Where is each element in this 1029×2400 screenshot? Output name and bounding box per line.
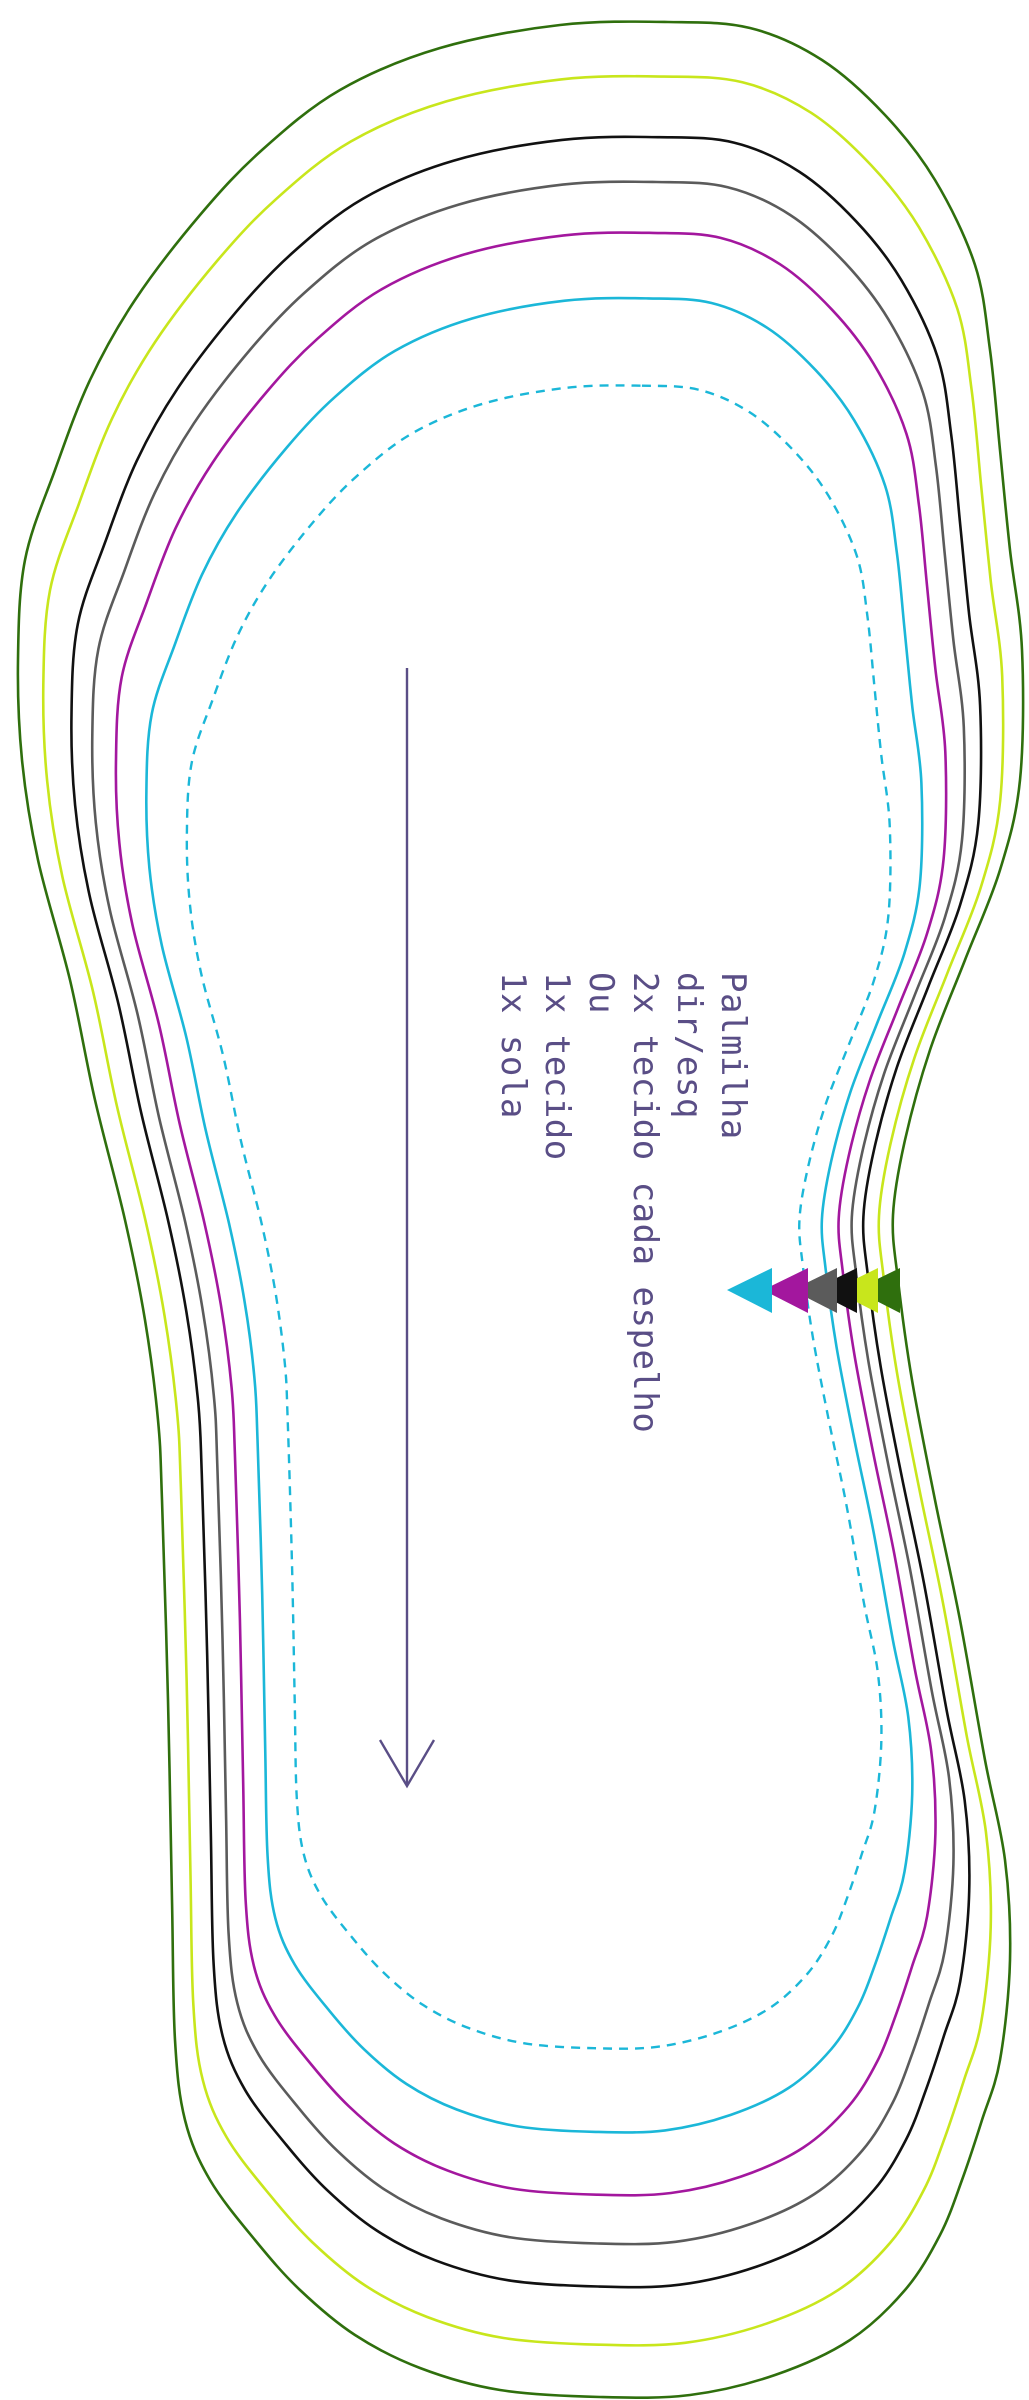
label-line-1: Palmilha — [713, 972, 753, 1140]
size-outlines — [16, 20, 1025, 2400]
label-line-4: Ou — [581, 972, 621, 1014]
notch-marker-4 — [792, 1268, 837, 1313]
outline-size-2 — [41, 74, 1005, 2347]
size-notches — [727, 1268, 900, 1313]
outline-size-6 — [145, 296, 924, 2134]
pattern-label: Palmilha dir/esq 2x tecido cada espelho … — [493, 972, 753, 1454]
outline-size-4 — [90, 180, 966, 2246]
notch-marker-6 — [727, 1268, 772, 1313]
label-line-2: dir/esq — [669, 972, 709, 1119]
outline-size-3 — [70, 135, 983, 2289]
label-line-3: 2x tecido cada espelho — [625, 972, 665, 1433]
seam-line-dashed — [185, 384, 892, 2050]
grain-arrow-head — [378, 1739, 436, 1789]
outline-size-1 — [16, 20, 1025, 2400]
label-line-5: 1x tecido — [537, 972, 577, 1161]
outline-size-5 — [114, 231, 948, 2197]
notch-marker-5 — [763, 1268, 808, 1313]
grain-line-arrow — [378, 668, 436, 1789]
label-line-6: 1x sola — [493, 972, 533, 1119]
